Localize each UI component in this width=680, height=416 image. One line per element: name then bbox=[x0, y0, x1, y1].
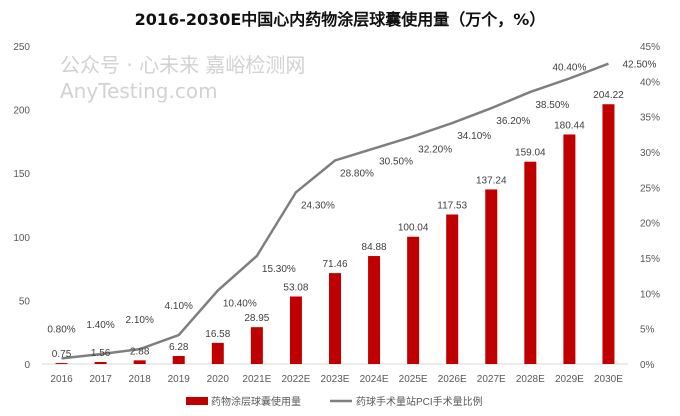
bar-data-label: 0.75 bbox=[52, 349, 72, 360]
left-tick-label: 250 bbox=[13, 42, 30, 53]
bar bbox=[446, 214, 459, 364]
line-data-label: 38.50% bbox=[535, 100, 569, 111]
x-tick-label: 2021E bbox=[242, 374, 271, 385]
right-tick-label: 45% bbox=[640, 42, 660, 53]
bar-data-label: 16.58 bbox=[205, 329, 230, 340]
right-tick-label: 25% bbox=[640, 183, 660, 194]
bar bbox=[289, 296, 302, 364]
line-series bbox=[61, 62, 609, 360]
bar-data-label: 28.95 bbox=[244, 313, 269, 324]
line-data-label: 34.10% bbox=[457, 131, 491, 142]
bar bbox=[524, 161, 537, 364]
right-tick-label: 40% bbox=[640, 77, 660, 88]
line-data-label: 1.40% bbox=[86, 320, 114, 331]
line-data-label: 36.20% bbox=[496, 116, 530, 127]
line-data-label: 10.40% bbox=[223, 299, 257, 310]
left-tick-label: 50 bbox=[19, 296, 31, 307]
legend-bar-label: 药物涂层球囊使用量 bbox=[211, 395, 301, 408]
bar bbox=[55, 363, 68, 364]
bar-data-label: 100.04 bbox=[398, 223, 429, 234]
line-data-label: 4.10% bbox=[165, 301, 193, 312]
line-data-label: 15.30% bbox=[262, 264, 296, 275]
bar-data-label: 1.56 bbox=[91, 348, 111, 359]
watermark: 公众号 · 心未来 嘉峪检测网 AnyTesting.com bbox=[60, 53, 306, 103]
x-tick-label: 2023E bbox=[321, 374, 350, 385]
legend-bar-swatch bbox=[186, 397, 208, 405]
bar bbox=[133, 360, 146, 364]
x-tick-label: 2030E bbox=[594, 374, 623, 385]
x-tick-label: 2016 bbox=[50, 374, 73, 385]
line-data-label: 32.20% bbox=[418, 144, 452, 155]
bar-data-label: 180.44 bbox=[554, 120, 585, 131]
chart-title: 2016-2030E中国心内药物涂层球囊使用量（万个，%） bbox=[134, 10, 546, 29]
x-tick-label: 2026E bbox=[438, 374, 467, 385]
legend-line-label: 药球手术量站PCI手术量比例 bbox=[356, 395, 483, 408]
x-tick-label: 2028E bbox=[516, 374, 545, 385]
left-tick-label: 200 bbox=[13, 106, 30, 117]
x-tick-label: 2024E bbox=[360, 374, 389, 385]
left-tick-label: 100 bbox=[13, 233, 30, 244]
line-data-label: 30.50% bbox=[379, 156, 413, 167]
right-tick-label: 5% bbox=[640, 325, 655, 336]
right-tick-label: 10% bbox=[640, 289, 660, 300]
bar bbox=[329, 273, 341, 364]
line-data-label: 0.80% bbox=[47, 324, 75, 335]
x-tick-label: 2018 bbox=[129, 374, 152, 385]
bar bbox=[172, 356, 185, 364]
right-tick-label: 15% bbox=[640, 254, 660, 265]
bar-data-label: 117.53 bbox=[437, 201, 467, 212]
bar-data-label: 137.24 bbox=[476, 175, 507, 186]
left-tick-label: 150 bbox=[13, 169, 30, 180]
line-data-label: 24.30% bbox=[301, 200, 335, 211]
x-tick-label: 2025E bbox=[399, 374, 428, 385]
bar bbox=[407, 236, 420, 364]
bar bbox=[485, 189, 498, 364]
line-data-label: 28.80% bbox=[340, 168, 374, 179]
left-tick-label: 0 bbox=[24, 360, 30, 371]
right-tick-label: 20% bbox=[640, 219, 660, 230]
bar bbox=[602, 104, 615, 364]
bar-data-label: 159.04 bbox=[515, 148, 546, 159]
right-tick-label: 35% bbox=[640, 113, 660, 124]
bar bbox=[250, 327, 263, 364]
bar bbox=[211, 342, 224, 364]
right-tick-label: 0% bbox=[640, 360, 655, 371]
bar-data-label: 84.88 bbox=[362, 242, 387, 253]
bar-data-label: 204.22 bbox=[593, 90, 624, 101]
x-tick-label: 2022E bbox=[281, 374, 310, 385]
x-tick-label: 2020 bbox=[207, 374, 230, 385]
line-data-label: 42.50% bbox=[622, 60, 656, 71]
x-tick-label: 2017 bbox=[89, 374, 112, 385]
x-tick-label: 2027E bbox=[477, 374, 506, 385]
bar-data-label: 6.28 bbox=[169, 342, 189, 353]
bar-data-label: 53.08 bbox=[283, 282, 308, 293]
x-tick-label: 2019 bbox=[168, 374, 191, 385]
x-tick-label: 2029E bbox=[555, 374, 584, 385]
bar-data-label: 71.46 bbox=[322, 259, 347, 270]
right-tick-label: 30% bbox=[640, 148, 660, 159]
bar bbox=[368, 256, 381, 364]
bar bbox=[563, 134, 576, 364]
bar bbox=[94, 362, 107, 364]
line-data-label: 40.40% bbox=[552, 63, 586, 74]
line-data-label: 2.10% bbox=[125, 315, 153, 326]
bar-data-label: 2.88 bbox=[130, 346, 150, 357]
